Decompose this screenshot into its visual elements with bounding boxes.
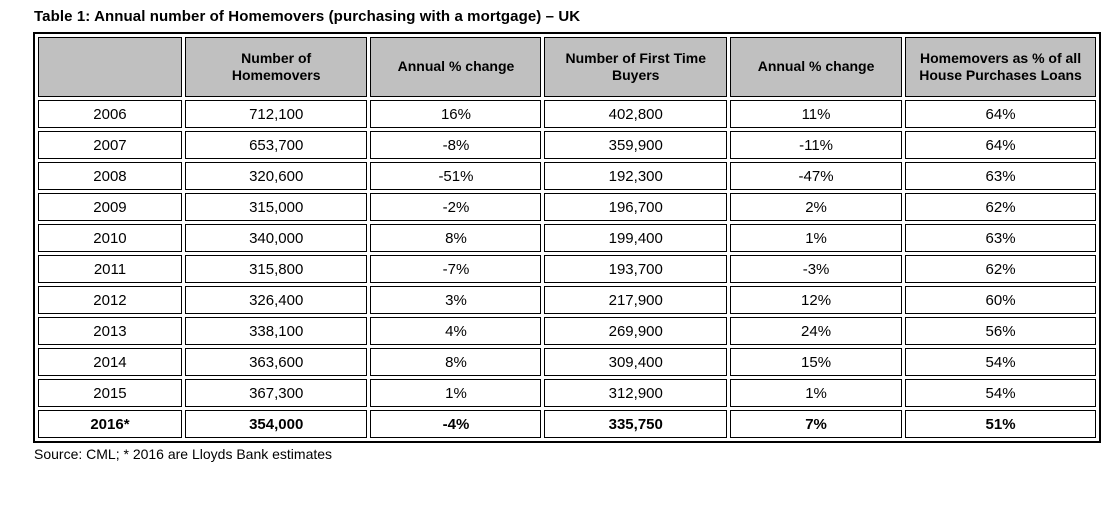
ftb-change-cell: -11% xyxy=(730,131,903,159)
homemovers-change-cell: 4% xyxy=(370,317,542,345)
header-homemovers-share-of-loans: Homemovers as % of all House Purchases L… xyxy=(905,37,1096,97)
year-cell: 2007 xyxy=(38,131,182,159)
header-homemovers-annual-change: Annual % change xyxy=(370,37,542,97)
homemovers-cell: 315,800 xyxy=(184,255,368,283)
header-number-of-first-time-buyers: Number of First Time Buyers xyxy=(544,37,727,97)
homemovers-cell: 363,600 xyxy=(184,348,368,376)
share-of-loans-cell: 63% xyxy=(905,162,1096,190)
first-time-buyers-cell: 193,700 xyxy=(544,255,727,283)
year-cell: 2012 xyxy=(38,286,182,314)
homemovers-change-cell: -8% xyxy=(370,131,542,159)
first-time-buyers-cell: 312,900 xyxy=(544,379,727,407)
share-of-loans-cell: 56% xyxy=(905,317,1096,345)
year-cell: 2016* xyxy=(38,410,182,438)
homemovers-table: Number of Homemovers Annual % change Num… xyxy=(33,32,1101,443)
homemovers-cell: 338,100 xyxy=(184,317,368,345)
year-cell: 2009 xyxy=(38,193,182,221)
table-row: 2016* 354,000 -4% 335,750 7% 51% xyxy=(38,410,1096,438)
table-row: 2007 653,700 -8% 359,900 -11% 64% xyxy=(38,131,1096,159)
table-row: 2013 338,100 4% 269,900 24% 56% xyxy=(38,317,1096,345)
ftb-change-cell: 12% xyxy=(730,286,903,314)
year-cell: 2010 xyxy=(38,224,182,252)
ftb-change-cell: -47% xyxy=(730,162,903,190)
homemovers-cell: 653,700 xyxy=(184,131,368,159)
ftb-change-cell: 15% xyxy=(730,348,903,376)
table-row: 2012 326,400 3% 217,900 12% 60% xyxy=(38,286,1096,314)
homemovers-cell: 367,300 xyxy=(184,379,368,407)
homemovers-change-cell: -7% xyxy=(370,255,542,283)
share-of-loans-cell: 54% xyxy=(905,348,1096,376)
table-body: 2006 712,100 16% 402,800 11% 64% 2007 65… xyxy=(38,100,1096,438)
first-time-buyers-cell: 217,900 xyxy=(544,286,727,314)
homemovers-change-cell: 1% xyxy=(370,379,542,407)
homemovers-change-cell: -51% xyxy=(370,162,542,190)
ftb-change-cell: 24% xyxy=(730,317,903,345)
ftb-change-cell: 7% xyxy=(730,410,903,438)
homemovers-cell: 315,000 xyxy=(184,193,368,221)
table-title: Table 1: Annual number of Homemovers (pu… xyxy=(34,8,581,25)
share-of-loans-cell: 64% xyxy=(905,131,1096,159)
source-note: Source: CML; * 2016 are Lloyds Bank esti… xyxy=(34,446,333,462)
year-cell: 2014 xyxy=(38,348,182,376)
table-row: 2011 315,800 -7% 193,700 -3% 62% xyxy=(38,255,1096,283)
first-time-buyers-cell: 199,400 xyxy=(544,224,727,252)
header-ftb-annual-change: Annual % change xyxy=(730,37,903,97)
share-of-loans-cell: 60% xyxy=(905,286,1096,314)
homemovers-change-cell: 3% xyxy=(370,286,542,314)
first-time-buyers-cell: 192,300 xyxy=(544,162,727,190)
header-number-of-homemovers: Number of Homemovers xyxy=(184,37,368,97)
share-of-loans-cell: 51% xyxy=(905,410,1096,438)
ftb-change-cell: -3% xyxy=(730,255,903,283)
homemovers-change-cell: 16% xyxy=(370,100,542,128)
table-row: 2015 367,300 1% 312,900 1% 54% xyxy=(38,379,1096,407)
homemovers-cell: 354,000 xyxy=(184,410,368,438)
year-cell: 2006 xyxy=(38,100,182,128)
homemovers-cell: 712,100 xyxy=(184,100,368,128)
first-time-buyers-cell: 335,750 xyxy=(544,410,727,438)
share-of-loans-cell: 63% xyxy=(905,224,1096,252)
ftb-change-cell: 1% xyxy=(730,224,903,252)
share-of-loans-cell: 62% xyxy=(905,255,1096,283)
homemovers-change-cell: -4% xyxy=(370,410,542,438)
document-page: Table 1: Annual number of Homemovers (pu… xyxy=(33,8,1101,462)
first-time-buyers-cell: 269,900 xyxy=(544,317,727,345)
table-row: 2010 340,000 8% 199,400 1% 63% xyxy=(38,224,1096,252)
first-time-buyers-cell: 196,700 xyxy=(544,193,727,221)
homemovers-change-cell: 8% xyxy=(370,348,542,376)
homemovers-cell: 340,000 xyxy=(184,224,368,252)
table-row: 2006 712,100 16% 402,800 11% 64% xyxy=(38,100,1096,128)
first-time-buyers-cell: 402,800 xyxy=(544,100,727,128)
table-header: Number of Homemovers Annual % change Num… xyxy=(38,37,1096,97)
table-row: 2009 315,000 -2% 196,700 2% 62% xyxy=(38,193,1096,221)
ftb-change-cell: 2% xyxy=(730,193,903,221)
first-time-buyers-cell: 309,400 xyxy=(544,348,727,376)
first-time-buyers-cell: 359,900 xyxy=(544,131,727,159)
header-year xyxy=(38,37,182,97)
share-of-loans-cell: 62% xyxy=(905,193,1096,221)
homemovers-change-cell: 8% xyxy=(370,224,542,252)
year-cell: 2013 xyxy=(38,317,182,345)
share-of-loans-cell: 64% xyxy=(905,100,1096,128)
table-row: 2014 363,600 8% 309,400 15% 54% xyxy=(38,348,1096,376)
table-row: 2008 320,600 -51% 192,300 -47% 63% xyxy=(38,162,1096,190)
share-of-loans-cell: 54% xyxy=(905,379,1096,407)
year-cell: 2015 xyxy=(38,379,182,407)
year-cell: 2011 xyxy=(38,255,182,283)
homemovers-cell: 326,400 xyxy=(184,286,368,314)
homemovers-cell: 320,600 xyxy=(184,162,368,190)
ftb-change-cell: 11% xyxy=(730,100,903,128)
homemovers-change-cell: -2% xyxy=(370,193,542,221)
year-cell: 2008 xyxy=(38,162,182,190)
ftb-change-cell: 1% xyxy=(730,379,903,407)
header-row: Number of Homemovers Annual % change Num… xyxy=(38,37,1096,97)
